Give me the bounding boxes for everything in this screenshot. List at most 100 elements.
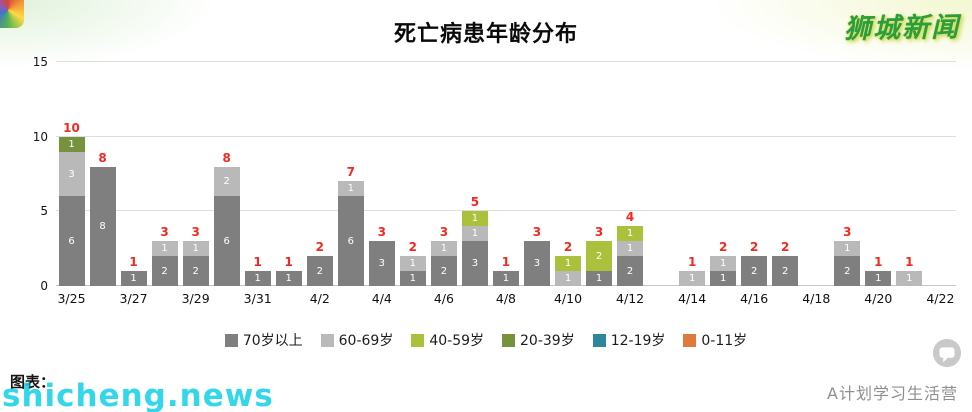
stacked-bar: 1 [492, 271, 519, 286]
x-tick-label: 4/16 [740, 291, 769, 306]
x-tick-label: 4/8 [495, 291, 517, 306]
bar-total-label: 2 [781, 240, 790, 255]
stacked-bar: 8 [89, 166, 116, 286]
bar-segment: 1 [710, 256, 737, 272]
bar-segment: 1 [461, 226, 488, 242]
bar-total-label: 1 [129, 255, 138, 270]
legend-label: 60-69岁 [338, 333, 394, 349]
bar-total-label: 2 [750, 240, 759, 255]
bar-total-label: 1 [253, 255, 262, 270]
bar-total-label: 1 [874, 255, 883, 270]
legend-label: 70岁以上 [242, 333, 303, 349]
x-tick-label: 4/2 [309, 291, 330, 306]
legend-swatch [683, 333, 697, 347]
x-axis: 3/25 3/27 3/29 3/31 4/2 4/4 4/6 4/8 4/10 4/12 4/14… [56, 291, 956, 306]
gridline [56, 61, 956, 62]
legend-label: 12-19岁 [610, 333, 666, 349]
bar-segment: 1 [337, 181, 364, 197]
stacked-bar: 2 [741, 256, 768, 286]
x-tick-label [459, 291, 490, 306]
legend-item: 0-11岁 [683, 330, 747, 350]
x-tick-label [770, 291, 801, 306]
x-tick-label: 4/18 [802, 291, 831, 306]
bar-total-label: 7 [346, 165, 355, 180]
bar-segment: 2 [306, 256, 333, 286]
bar-segment: 2 [430, 256, 457, 286]
bar-segment: 1 [151, 241, 178, 257]
legend-item: 70岁以上 [224, 330, 303, 350]
stacked-bar: 1 [120, 271, 147, 286]
legend-swatch [224, 333, 238, 347]
legend-label: 0-11岁 [701, 333, 748, 349]
bar-slot [925, 62, 956, 286]
bar-segment: 2 [834, 256, 861, 286]
bar-segment: 1 [244, 271, 271, 286]
bar-segment: 1 [710, 271, 737, 286]
stacked-bar: 3 [523, 241, 550, 286]
x-tick-label [397, 291, 428, 306]
bar-total-label: 2 [563, 240, 573, 255]
x-tick-label [894, 291, 925, 306]
bar-segment: 1 [120, 271, 147, 286]
legend-swatch [502, 333, 516, 347]
bar-segment: 1 [586, 271, 613, 286]
legend-swatch [592, 333, 606, 347]
bar-segment: 3 [58, 151, 85, 197]
x-tick-label [149, 291, 180, 306]
bar-segment: 2 [772, 256, 799, 286]
bar-total-label: 2 [408, 240, 418, 255]
bar-segment: 1 [58, 136, 85, 152]
x-tick-label: 4/4 [371, 291, 392, 306]
x-tick-label: 4/6 [433, 291, 454, 306]
bar-total-label: 3 [439, 225, 449, 240]
bar-segment: 3 [368, 241, 395, 286]
legend-item: 60-69岁 [320, 330, 394, 350]
y-tick-label: 10 [32, 129, 48, 144]
bar-segment: 1 [492, 271, 519, 286]
bar-total-label: 2 [315, 240, 324, 255]
legend-item: 40-59岁 [411, 330, 484, 350]
bar-total-label: 1 [501, 255, 511, 270]
legend-label: 40-59岁 [429, 333, 485, 349]
x-tick-label: 3/31 [243, 291, 272, 306]
x-tick-label [211, 291, 242, 306]
legend: 70岁以上 60-69岁 40-59岁 20-39岁 12-19岁 0-11岁 [0, 330, 972, 350]
shicheng-watermark: shicheng.news [2, 378, 274, 412]
bar-segment: 1 [182, 241, 209, 257]
corner-logo-fragment [0, 0, 24, 28]
channel-caption: A计划学习生活营 [827, 384, 958, 403]
x-tick-label [584, 291, 615, 306]
bar-total-label: 1 [905, 255, 914, 270]
x-tick-label: 4/12 [616, 291, 645, 306]
x-tick-label: 3/29 [181, 291, 210, 306]
plot-area: 0 5 10 15 10 1 3 6 8 8 1 1 3 1 2 3 1 2 8 2 6 1 1 1 1 2 2 7 1 6 3 3 2 1 1 3 1… [33, 55, 956, 293]
bar-total-label: 8 [222, 150, 231, 165]
bar-total-label: 3 [191, 225, 200, 240]
bar-total-label: 3 [843, 225, 852, 240]
y-tick-label: 0 [40, 279, 48, 293]
bar-total-label: 3 [160, 225, 169, 240]
bar-segment: 3 [461, 241, 488, 286]
bar-segment: 1 [834, 241, 861, 257]
